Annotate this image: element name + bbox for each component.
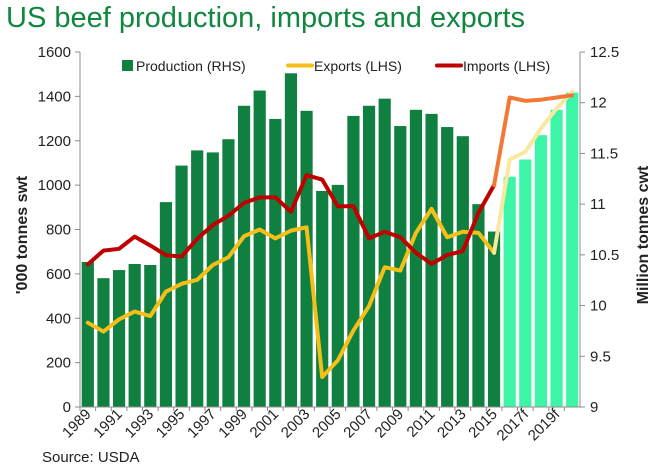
right-tick-label: 11: [590, 196, 606, 213]
exports-legend-label: Exports (LHS): [314, 58, 402, 74]
production-legend-label: Production (RHS): [136, 58, 246, 74]
right-tick-label: 12.5: [590, 44, 619, 61]
imports-line: [85, 173, 497, 267]
production-bar-1989: [81, 261, 94, 407]
production-bar-2007: [362, 105, 376, 407]
production-bar-2018f: [534, 135, 548, 407]
production-bar-2016f: [503, 176, 516, 407]
x-tick-label: 2003: [278, 406, 314, 442]
right-tick-label: 10.5: [590, 247, 619, 264]
right-tick-label: 10: [590, 298, 607, 315]
production-bar-2005: [331, 184, 344, 407]
left-tick-label: 400: [46, 310, 71, 327]
production-bar-1990: [97, 278, 110, 407]
exports-forecast-line: [492, 89, 575, 255]
x-tick-label: 1991: [90, 406, 126, 442]
production-bar-2006: [347, 115, 360, 408]
x-tick-label: 1999: [215, 406, 251, 442]
production-bar-2015: [487, 231, 501, 407]
right-tick-label: 12: [590, 95, 607, 112]
production-bar-2010: [409, 109, 423, 408]
left-tick-label: 1000: [38, 177, 71, 194]
x-tick-label: 2007: [340, 406, 376, 442]
production-bar-1997: [206, 152, 219, 407]
production-bar-1993: [144, 265, 157, 407]
x-tick-label: 2015: [465, 406, 501, 442]
production-bar-2000: [253, 90, 266, 408]
production-bar-2001: [269, 118, 282, 407]
left-tick-label: 1600: [38, 44, 71, 61]
left-tick-label: 1200: [38, 133, 71, 150]
production-bar-2014: [472, 204, 485, 407]
exports-line: [85, 206, 497, 380]
imports-forecast-line: [492, 93, 575, 188]
x-tick-label: 2019f: [525, 405, 564, 444]
left-tick-label: 600: [46, 266, 71, 283]
right-tick-label: 11.5: [590, 145, 618, 162]
production-bar-2012: [441, 127, 454, 408]
x-tick-label: 2005: [309, 406, 345, 442]
production-bar-2019f: [550, 109, 563, 408]
right-tick-label: 9: [590, 399, 598, 416]
right-tick-label: 9.5: [590, 348, 611, 365]
production-bar-2013: [456, 136, 469, 407]
chart-source: Source: USDA: [42, 449, 140, 466]
chart-title: US beef production, imports and exports: [6, 2, 526, 34]
production-bar-2020f: [566, 92, 579, 408]
production-bar-2002: [284, 73, 298, 408]
production-bar-2017f: [519, 159, 532, 407]
x-tick-label: 1995: [153, 406, 189, 442]
production-legend-swatch: [122, 60, 133, 71]
left-tick-label: 1400: [38, 88, 71, 105]
x-tick-label: 2011: [404, 406, 439, 441]
x-tick-label: 2017f: [494, 405, 533, 444]
production-bar-1995: [175, 165, 188, 407]
left-tick-label: 200: [46, 355, 71, 372]
production-bar-2008: [378, 98, 391, 408]
production-bar-1998: [222, 139, 235, 407]
left-tick-label: 0: [63, 399, 71, 416]
production-bar-2011: [425, 113, 438, 407]
right-axis-title: Million tonnes cwt: [635, 165, 652, 304]
left-tick-label: 800: [46, 222, 71, 239]
x-tick-label: 1993: [122, 406, 158, 442]
production-bar-1999: [237, 105, 251, 407]
left-axis-title: '000 tonnes swt: [14, 175, 31, 294]
imports-legend-label: Imports (LHS): [463, 58, 550, 74]
x-tick-label: 2009: [372, 406, 408, 442]
x-tick-label: 2013: [434, 406, 470, 442]
x-tick-label: 1997: [184, 406, 220, 442]
production-bar-1992: [128, 263, 141, 407]
production-bar-1991: [112, 270, 126, 407]
x-tick-label: 2001: [247, 406, 283, 442]
production-bar-1994: [159, 202, 173, 407]
